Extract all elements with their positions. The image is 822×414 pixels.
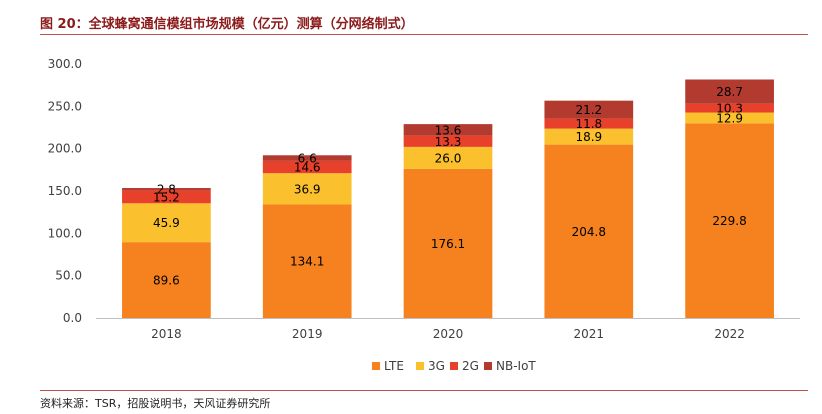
x-tick-label: 2019: [292, 327, 323, 341]
data-label: 26.0: [435, 151, 462, 165]
data-label: 10.3: [716, 102, 743, 116]
bar-segment-nb-iot: [685, 79, 774, 104]
data-label: 12.9: [716, 111, 743, 125]
bar-segment-3g: [403, 146, 493, 169]
data-label: 89.6: [153, 274, 180, 288]
y-tick-label: 0.0: [63, 311, 82, 325]
legend-label: NB-IoT: [496, 359, 536, 373]
y-tick-label: 100.0: [48, 226, 82, 240]
y-tick-label: 150.0: [48, 184, 82, 198]
legend-swatch-nb-iot: [484, 362, 492, 370]
bar-segment-lte: [403, 168, 493, 318]
legend-swatch-lte: [372, 362, 380, 370]
y-tick-label: 300.0: [48, 57, 82, 71]
data-label: 36.9: [294, 182, 321, 196]
bar-segment-2g: [685, 103, 774, 113]
bar-segment-3g: [544, 128, 634, 145]
bar-segment-nb-iot: [403, 124, 493, 136]
data-label: 15.2: [153, 190, 180, 204]
data-label: 176.1: [431, 237, 465, 251]
legend-label: 3G: [428, 359, 445, 373]
y-tick-label: 250.0: [48, 99, 82, 113]
bar-segment-lte: [544, 144, 634, 318]
y-tick-label: 50.0: [55, 269, 82, 283]
legend-swatch-2g: [450, 362, 458, 370]
figure-title: 图 20：全球蜂窝通信模组市场规模（亿元）测算（分网络制式）: [40, 17, 414, 32]
bar-segment-2g: [122, 190, 211, 204]
legend-label: LTE: [384, 359, 404, 373]
data-label: 45.9: [153, 216, 180, 230]
data-label: 11.8: [575, 117, 602, 131]
legend-swatch-3g: [416, 362, 424, 370]
bar-segment-2g: [544, 118, 634, 129]
data-label: 134.1: [290, 255, 324, 269]
source-rule: [40, 390, 808, 391]
x-tick-label: 2020: [433, 327, 464, 341]
bar-segment-nb-iot: [544, 100, 634, 119]
x-tick-label: 2018: [151, 327, 182, 341]
bar-segment-2g: [403, 135, 493, 147]
data-label: 18.9: [575, 130, 602, 144]
bar-segment-2g: [262, 160, 352, 174]
bar-segment-3g: [122, 203, 211, 243]
title-rule: [40, 34, 808, 35]
bar-segment-lte: [685, 123, 774, 318]
bar-segment-lte: [122, 242, 211, 318]
bar-segment-lte: [262, 204, 352, 318]
data-label: 28.7: [716, 85, 743, 99]
data-label: 2.8: [157, 183, 176, 197]
y-tick-label: 200.0: [48, 142, 82, 156]
source-note: 资料来源：TSR，招股说明书，天风证券研究所: [40, 397, 271, 410]
data-label: 21.2: [575, 103, 602, 117]
bar-segment-3g: [685, 112, 774, 124]
bar-segment-nb-iot: [262, 155, 352, 161]
bar-segment-3g: [262, 173, 352, 205]
data-label: 229.8: [712, 214, 746, 228]
data-label: 6.6: [298, 152, 317, 166]
legend-label: 2G: [462, 359, 479, 373]
data-label: 204.8: [572, 225, 606, 239]
data-label: 13.6: [435, 123, 462, 137]
data-label: 14.6: [294, 161, 321, 175]
x-tick-label: 2022: [714, 327, 745, 341]
x-tick-label: 2021: [574, 327, 605, 341]
bar-segment-nb-iot: [122, 188, 211, 191]
data-label: 13.3: [435, 135, 462, 149]
